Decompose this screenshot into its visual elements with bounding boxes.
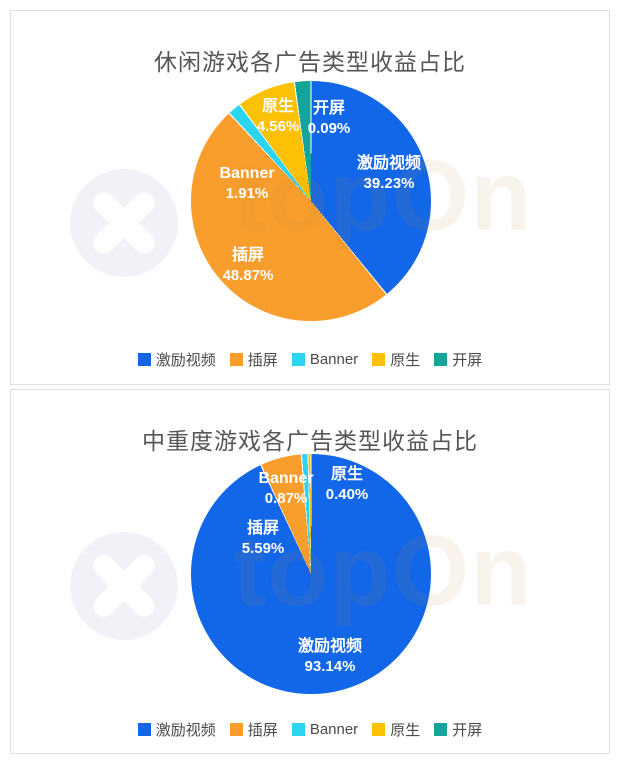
legend-item-激励视频[interactable]: 激励视频: [137, 719, 216, 740]
legend-item-label: 开屏: [452, 352, 483, 369]
legend-item-label: Banner: [309, 721, 359, 738]
legend-item-label: 插屏: [247, 352, 278, 369]
legend-swatch-icon: [434, 723, 448, 736]
slice-label-interstitial: 插屏 48.87%: [222, 247, 274, 285]
legend-item-label: 激励视频: [155, 722, 216, 739]
slice-label-rewarded-video: 激励视频 39.23%: [356, 155, 422, 193]
legend-item-Banner[interactable]: Banner: [291, 351, 359, 368]
pie-chart-hardcore-games[interactable]: [191, 454, 431, 694]
legend-item-label: 插屏: [247, 722, 278, 739]
legend-swatch-icon: [291, 723, 305, 736]
legend-swatch-icon: [434, 353, 448, 366]
legend-item-原生[interactable]: 原生: [372, 719, 420, 740]
slice-label-banner: Banner 0.87%: [258, 470, 314, 508]
slice-label-banner: Banner 1.91%: [219, 165, 275, 203]
legend-item-label: 原生: [390, 722, 421, 739]
slice-label-rewarded-video: 激励视频 93.14%: [297, 638, 363, 676]
slice-label-splash: 开屏 0.09%: [307, 100, 351, 138]
slice-label-interstitial: 插屏 5.59%: [241, 520, 285, 558]
legend-item-插屏[interactable]: 插屏: [229, 349, 278, 370]
hardcore-games-chart-panel: 中重度游戏各广告类型收益占比 topOn 激励视频 93.14% 插屏 5.59…: [10, 389, 610, 754]
legend-item-开屏[interactable]: 开屏: [434, 349, 482, 370]
legend-item-插屏[interactable]: 插屏: [229, 719, 278, 740]
pie-chart-casual-games[interactable]: [191, 81, 431, 321]
legend-item-label: 开屏: [452, 722, 483, 739]
legend-item-Banner[interactable]: Banner: [291, 721, 359, 738]
legend-swatch-icon: [372, 353, 386, 366]
legend-item-label: Banner: [309, 351, 359, 368]
legend-item-激励视频[interactable]: 激励视频: [137, 349, 216, 370]
legend-item-label: 原生: [390, 352, 421, 369]
chart-title-hardcore: 中重度游戏各广告类型收益占比: [142, 428, 478, 455]
topon-logo-watermark-icon: [69, 168, 179, 283]
legend-swatch-icon: [137, 723, 151, 736]
legend-casual-games: 激励视频 插屏 Banner 原生 开屏: [11, 349, 609, 370]
legend-swatch-icon: [291, 353, 305, 366]
legend-swatch-icon: [229, 353, 243, 366]
legend-swatch-icon: [229, 723, 243, 736]
slice-label-native: 原生 4.56%: [256, 98, 300, 136]
slice-label-native: 原生 0.40%: [325, 466, 369, 504]
legend-swatch-icon: [137, 353, 151, 366]
legend-swatch-icon: [372, 723, 386, 736]
legend-item-原生[interactable]: 原生: [372, 349, 420, 370]
topon-logo-watermark-icon: [69, 531, 179, 646]
chart-title-casual: 休闲游戏各广告类型收益占比: [154, 49, 466, 76]
legend-item-开屏[interactable]: 开屏: [434, 719, 482, 740]
legend-hardcore-games: 激励视频 插屏 Banner 原生 开屏: [11, 719, 609, 740]
legend-item-label: 激励视频: [155, 352, 216, 369]
casual-games-chart-panel: 休闲游戏各广告类型收益占比 topOn 激励视频 39.23% 插屏 48.87…: [10, 10, 610, 385]
